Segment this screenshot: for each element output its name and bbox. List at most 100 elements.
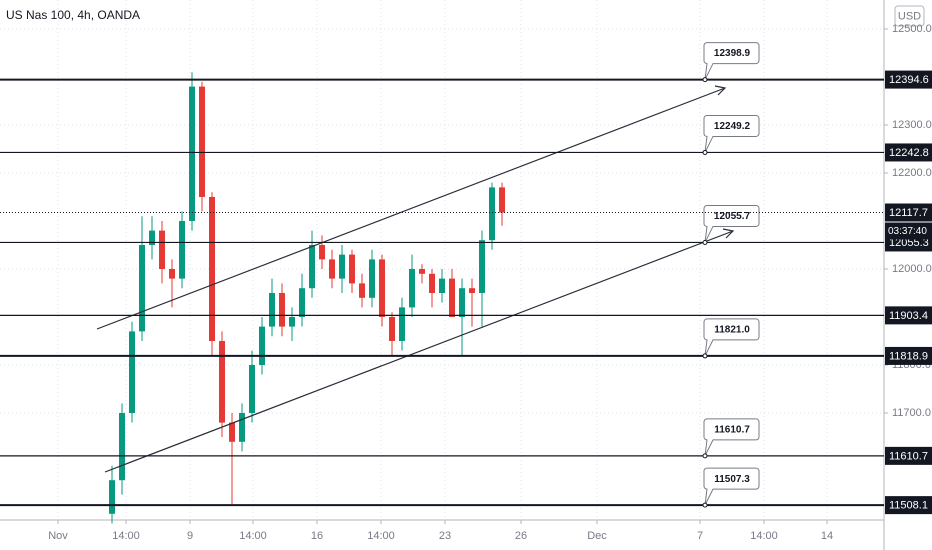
callout-anchor	[702, 453, 708, 459]
candle-body	[459, 288, 465, 318]
candle-body	[339, 254, 345, 279]
trend-arrow-upper	[714, 85, 727, 96]
x-tick-label: 23	[439, 530, 451, 542]
x-tick-label: 16	[311, 530, 323, 542]
callout-box	[703, 318, 760, 357]
candle-body	[279, 293, 285, 327]
level-price-label: 11903.4	[889, 310, 928, 322]
trend-arrow-lower	[722, 228, 735, 239]
candle-body	[189, 86, 195, 221]
candle-body	[369, 259, 375, 298]
level-price-box	[885, 70, 932, 89]
callout-anchor	[702, 149, 708, 155]
candle-body	[229, 422, 235, 442]
candle-body	[359, 283, 365, 298]
level-price-label: 12394.6	[889, 74, 929, 86]
candle-body	[429, 273, 435, 294]
candle-body	[329, 259, 335, 279]
level-price-box	[885, 306, 932, 325]
candle-body	[109, 480, 115, 514]
level-price-box	[885, 346, 932, 365]
candle-body	[259, 326, 265, 366]
candle-body	[139, 244, 145, 332]
candle-body	[479, 240, 485, 294]
callout-label: 12249.2	[714, 121, 751, 132]
candle-body	[199, 86, 205, 197]
callout-anchor	[702, 77, 708, 83]
x-tick-label: 14:00	[112, 530, 140, 542]
last-price-box	[885, 203, 932, 222]
x-tick-label: 9	[187, 530, 193, 542]
candle-body	[439, 278, 445, 294]
level-price-label: 12055.3	[889, 237, 929, 249]
callout-label: 12055.7	[714, 211, 751, 222]
callout-label: 12398.9	[714, 48, 751, 59]
candle-body	[349, 254, 355, 284]
candle-body	[209, 196, 215, 342]
callout-anchor	[702, 502, 708, 508]
level-price-box	[885, 446, 932, 465]
callout-label: 11610.7	[714, 425, 750, 436]
plot-area	[109, 72, 505, 524]
currency-button[interactable]	[894, 5, 925, 27]
x-tick-label: 7	[697, 530, 703, 542]
y-tick-label: 12000.0	[892, 263, 932, 275]
callout-anchor	[702, 239, 708, 245]
callout-box	[703, 204, 760, 243]
last-price-label: 12117.7	[889, 207, 928, 219]
callout-box	[703, 42, 760, 80]
level-price-label: 11508.1	[889, 500, 928, 512]
callout-box	[703, 418, 760, 457]
candle-body	[389, 317, 395, 342]
candle-body	[299, 288, 305, 318]
candle-body	[239, 413, 245, 442]
callout-label: 11821.0	[714, 325, 750, 336]
candle-body	[219, 341, 225, 423]
candle-body	[499, 187, 505, 213]
candle-body	[129, 331, 135, 414]
candle-body	[269, 293, 275, 327]
trend-line-lower	[104, 230, 734, 473]
countdown-label: 03:37:40	[888, 226, 927, 237]
candle-body	[319, 244, 325, 260]
trend-line-upper	[96, 87, 726, 330]
callout-label: 11507.3	[714, 474, 750, 485]
chart-title: US Nas 100, 4h, OANDA	[6, 8, 140, 22]
x-tick-label: 14:00	[239, 530, 267, 542]
level-price-label: 12242.8	[889, 147, 929, 159]
candle-body	[409, 269, 415, 308]
x-tick-label: Dec	[587, 530, 607, 542]
x-tick-label: Nov	[48, 530, 68, 542]
y-tick-label: 12500.0	[892, 23, 932, 35]
candle-body	[449, 278, 455, 318]
x-tick-label: 26	[515, 530, 527, 542]
y-tick-label: 11700.0	[892, 407, 931, 419]
level-price-label: 11610.7	[889, 450, 928, 462]
candle-body	[249, 365, 255, 414]
candle-body	[469, 288, 475, 294]
x-tick-label: 14:00	[367, 530, 395, 542]
candle-body	[289, 317, 295, 327]
level-price-label: 11818.9	[889, 350, 928, 362]
candle-body	[149, 230, 155, 245]
candle-body	[169, 269, 175, 279]
x-tick-label: 14:00	[750, 530, 778, 542]
candle-body	[399, 307, 405, 342]
countdown-box	[885, 222, 932, 240]
callout-box	[703, 114, 760, 153]
callout-anchor	[702, 353, 708, 359]
candle-body	[309, 244, 315, 289]
candle-body	[159, 230, 165, 270]
candle-body	[379, 259, 385, 318]
currency-label: USD	[898, 10, 921, 22]
level-price-box	[885, 143, 932, 162]
callout-box	[703, 467, 760, 506]
candle-body	[419, 269, 425, 274]
y-tick-label: 12300.0	[892, 119, 932, 131]
x-tick-label: 14	[821, 530, 833, 542]
candle-body	[179, 220, 185, 279]
candle-body	[119, 413, 125, 481]
level-price-box	[885, 496, 932, 515]
